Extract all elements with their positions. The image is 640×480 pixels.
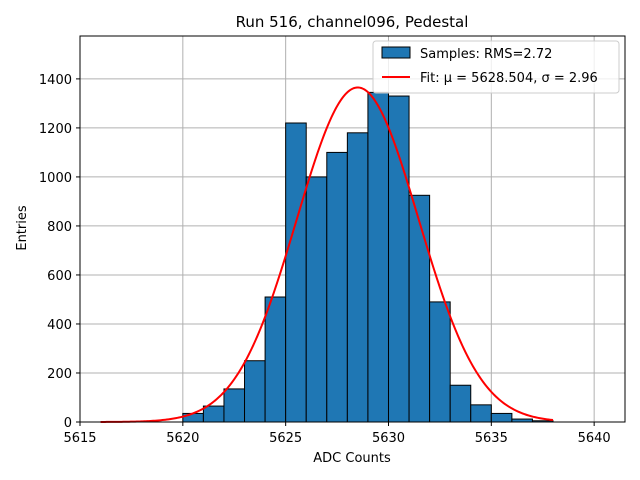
histogram-bars — [182, 91, 554, 423]
plot-frame — [79, 35, 626, 423]
legend-box — [372, 40, 620, 94]
y-axis-ticks: 0 200 400 600 800 1000 1200 1400 — [39, 73, 80, 431]
x-tick-label: 5640 — [578, 431, 611, 446]
histogram-bar — [429, 301, 451, 423]
histogram-bar — [202, 405, 225, 423]
y-tick-label: 600 — [47, 269, 72, 284]
x-tick-label: 5620 — [166, 431, 199, 446]
histogram-bar — [449, 384, 472, 423]
x-tick-label: 5615 — [63, 431, 96, 446]
histogram-bar — [223, 388, 246, 423]
y-tick-label: 1200 — [39, 122, 72, 137]
histogram-bar — [244, 360, 266, 423]
x-tick-label: 5630 — [372, 431, 405, 446]
x-tick-label: 5625 — [269, 431, 302, 446]
y-axis-title: Entries — [15, 205, 30, 251]
legend: Samples: RMS=2.72 Fit: μ = 5628.504, σ =… — [372, 40, 620, 94]
fit-curve-group — [100, 86, 554, 423]
legend-swatch-samples — [381, 46, 411, 59]
histogram-bar — [408, 194, 431, 423]
fit-curve — [100, 86, 554, 423]
histogram-bar — [326, 151, 348, 423]
x-tick-label: 5635 — [475, 431, 508, 446]
y-tick-label: 200 — [47, 367, 72, 382]
y-tick-label: 1000 — [39, 171, 72, 186]
x-axis-ticks: 5615 5620 5625 5630 5635 5640 — [63, 422, 611, 446]
y-tick-label: 0 — [64, 416, 72, 431]
histogram-bar — [367, 91, 389, 423]
histogram-bar — [346, 132, 369, 423]
chart-title: Run 516, channel096, Pedestal — [236, 13, 469, 31]
legend-label-samples: Samples: RMS=2.72 — [420, 47, 552, 62]
legend-label-fit: Fit: μ = 5628.504, σ = 2.96 — [420, 71, 598, 86]
y-tick-label: 1400 — [39, 73, 72, 88]
histogram-bar — [387, 95, 410, 423]
histogram-bar — [305, 176, 328, 423]
histogram-bar — [285, 122, 307, 423]
x-axis-title: ADC Counts — [313, 451, 391, 466]
y-tick-label: 800 — [47, 220, 72, 235]
histogram-bar — [264, 296, 287, 423]
histogram-bar — [490, 412, 513, 423]
histogram-bar — [470, 404, 492, 423]
y-tick-label: 400 — [47, 318, 72, 333]
histogram-bar — [182, 412, 204, 423]
